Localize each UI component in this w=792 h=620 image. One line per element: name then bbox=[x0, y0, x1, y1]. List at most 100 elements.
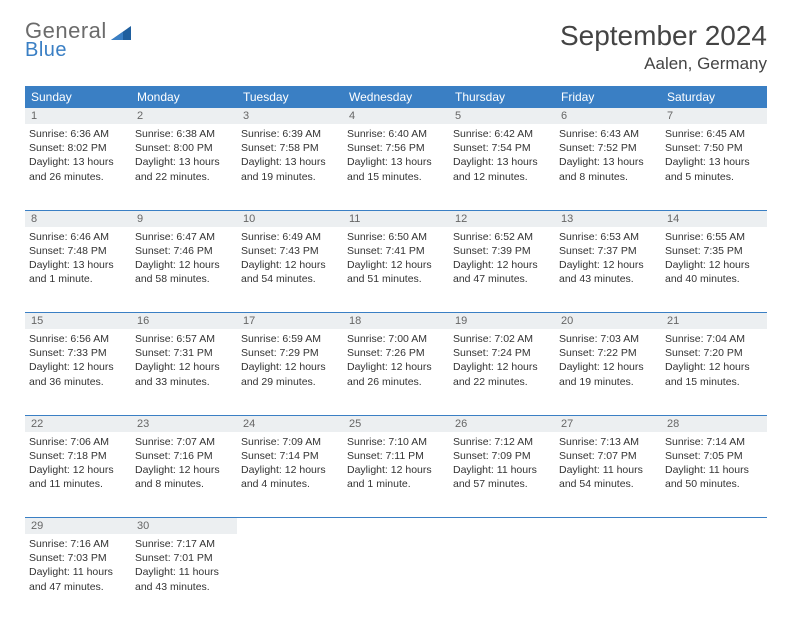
day-cell: Sunrise: 6:59 AMSunset: 7:29 PMDaylight:… bbox=[237, 329, 343, 415]
day-cell: Sunrise: 6:45 AMSunset: 7:50 PMDaylight:… bbox=[661, 124, 767, 210]
calendar-table: Sunday Monday Tuesday Wednesday Thursday… bbox=[25, 86, 767, 620]
day-cell: Sunrise: 6:40 AMSunset: 7:56 PMDaylight:… bbox=[343, 124, 449, 210]
day-number-cell: 25 bbox=[343, 415, 449, 432]
day-number-cell: 13 bbox=[555, 210, 661, 227]
day-cell bbox=[449, 534, 555, 620]
day-number-cell: 23 bbox=[131, 415, 237, 432]
day-number-cell: 12 bbox=[449, 210, 555, 227]
day-content: Sunrise: 7:14 AMSunset: 7:05 PMDaylight:… bbox=[665, 435, 763, 492]
day-content: Sunrise: 6:59 AMSunset: 7:29 PMDaylight:… bbox=[241, 332, 339, 389]
day-number-cell bbox=[237, 518, 343, 535]
day-cell: Sunrise: 7:13 AMSunset: 7:07 PMDaylight:… bbox=[555, 432, 661, 518]
day-number-cell: 5 bbox=[449, 108, 555, 124]
day-number-cell: 26 bbox=[449, 415, 555, 432]
day-cell bbox=[661, 534, 767, 620]
daynum-row: 15161718192021 bbox=[25, 313, 767, 330]
month-title: September 2024 bbox=[560, 20, 767, 52]
day-content: Sunrise: 6:36 AMSunset: 8:02 PMDaylight:… bbox=[29, 127, 127, 184]
logo: General Blue bbox=[25, 20, 135, 60]
day-number-cell: 21 bbox=[661, 313, 767, 330]
day-content: Sunrise: 6:43 AMSunset: 7:52 PMDaylight:… bbox=[559, 127, 657, 184]
day-content: Sunrise: 7:13 AMSunset: 7:07 PMDaylight:… bbox=[559, 435, 657, 492]
weekday-header: Saturday bbox=[661, 86, 767, 108]
week-row: Sunrise: 6:36 AMSunset: 8:02 PMDaylight:… bbox=[25, 124, 767, 210]
day-number-cell: 8 bbox=[25, 210, 131, 227]
day-cell: Sunrise: 6:55 AMSunset: 7:35 PMDaylight:… bbox=[661, 227, 767, 313]
day-content: Sunrise: 7:12 AMSunset: 7:09 PMDaylight:… bbox=[453, 435, 551, 492]
day-content: Sunrise: 6:50 AMSunset: 7:41 PMDaylight:… bbox=[347, 230, 445, 287]
day-content: Sunrise: 7:10 AMSunset: 7:11 PMDaylight:… bbox=[347, 435, 445, 492]
day-cell bbox=[237, 534, 343, 620]
day-number-cell: 10 bbox=[237, 210, 343, 227]
day-cell: Sunrise: 7:17 AMSunset: 7:01 PMDaylight:… bbox=[131, 534, 237, 620]
day-cell: Sunrise: 6:56 AMSunset: 7:33 PMDaylight:… bbox=[25, 329, 131, 415]
day-cell: Sunrise: 7:00 AMSunset: 7:26 PMDaylight:… bbox=[343, 329, 449, 415]
day-cell: Sunrise: 6:52 AMSunset: 7:39 PMDaylight:… bbox=[449, 227, 555, 313]
day-cell: Sunrise: 6:57 AMSunset: 7:31 PMDaylight:… bbox=[131, 329, 237, 415]
day-number-cell bbox=[343, 518, 449, 535]
day-cell: Sunrise: 6:53 AMSunset: 7:37 PMDaylight:… bbox=[555, 227, 661, 313]
weekday-header: Thursday bbox=[449, 86, 555, 108]
day-cell: Sunrise: 7:07 AMSunset: 7:16 PMDaylight:… bbox=[131, 432, 237, 518]
daynum-row: 2930 bbox=[25, 518, 767, 535]
weekday-header-row: Sunday Monday Tuesday Wednesday Thursday… bbox=[25, 86, 767, 108]
day-content: Sunrise: 6:56 AMSunset: 7:33 PMDaylight:… bbox=[29, 332, 127, 389]
day-number-cell: 4 bbox=[343, 108, 449, 124]
day-cell: Sunrise: 6:49 AMSunset: 7:43 PMDaylight:… bbox=[237, 227, 343, 313]
day-number-cell: 7 bbox=[661, 108, 767, 124]
day-number-cell: 2 bbox=[131, 108, 237, 124]
day-content: Sunrise: 6:52 AMSunset: 7:39 PMDaylight:… bbox=[453, 230, 551, 287]
day-cell: Sunrise: 7:09 AMSunset: 7:14 PMDaylight:… bbox=[237, 432, 343, 518]
day-cell: Sunrise: 6:36 AMSunset: 8:02 PMDaylight:… bbox=[25, 124, 131, 210]
location: Aalen, Germany bbox=[560, 54, 767, 74]
day-cell: Sunrise: 7:06 AMSunset: 7:18 PMDaylight:… bbox=[25, 432, 131, 518]
daynum-row: 891011121314 bbox=[25, 210, 767, 227]
daynum-row: 1234567 bbox=[25, 108, 767, 124]
day-cell: Sunrise: 7:10 AMSunset: 7:11 PMDaylight:… bbox=[343, 432, 449, 518]
day-cell: Sunrise: 7:12 AMSunset: 7:09 PMDaylight:… bbox=[449, 432, 555, 518]
day-number-cell: 19 bbox=[449, 313, 555, 330]
weekday-header: Friday bbox=[555, 86, 661, 108]
day-content: Sunrise: 7:02 AMSunset: 7:24 PMDaylight:… bbox=[453, 332, 551, 389]
day-cell: Sunrise: 6:38 AMSunset: 8:00 PMDaylight:… bbox=[131, 124, 237, 210]
day-number-cell: 29 bbox=[25, 518, 131, 535]
weekday-header: Sunday bbox=[25, 86, 131, 108]
week-row: Sunrise: 6:56 AMSunset: 7:33 PMDaylight:… bbox=[25, 329, 767, 415]
day-cell bbox=[343, 534, 449, 620]
weekday-header: Wednesday bbox=[343, 86, 449, 108]
day-content: Sunrise: 6:53 AMSunset: 7:37 PMDaylight:… bbox=[559, 230, 657, 287]
day-number-cell: 14 bbox=[661, 210, 767, 227]
day-number-cell: 28 bbox=[661, 415, 767, 432]
day-content: Sunrise: 6:55 AMSunset: 7:35 PMDaylight:… bbox=[665, 230, 763, 287]
day-content: Sunrise: 7:17 AMSunset: 7:01 PMDaylight:… bbox=[135, 537, 233, 594]
day-content: Sunrise: 7:03 AMSunset: 7:22 PMDaylight:… bbox=[559, 332, 657, 389]
day-content: Sunrise: 7:09 AMSunset: 7:14 PMDaylight:… bbox=[241, 435, 339, 492]
day-content: Sunrise: 6:46 AMSunset: 7:48 PMDaylight:… bbox=[29, 230, 127, 287]
day-number-cell: 15 bbox=[25, 313, 131, 330]
day-number-cell: 18 bbox=[343, 313, 449, 330]
logo-text-blue: Blue bbox=[25, 40, 107, 60]
day-content: Sunrise: 7:06 AMSunset: 7:18 PMDaylight:… bbox=[29, 435, 127, 492]
week-row: Sunrise: 6:46 AMSunset: 7:48 PMDaylight:… bbox=[25, 227, 767, 313]
day-number-cell bbox=[449, 518, 555, 535]
day-number-cell: 27 bbox=[555, 415, 661, 432]
day-content: Sunrise: 7:16 AMSunset: 7:03 PMDaylight:… bbox=[29, 537, 127, 594]
day-cell: Sunrise: 6:50 AMSunset: 7:41 PMDaylight:… bbox=[343, 227, 449, 313]
day-number-cell: 11 bbox=[343, 210, 449, 227]
week-row: Sunrise: 7:06 AMSunset: 7:18 PMDaylight:… bbox=[25, 432, 767, 518]
header: General Blue September 2024 Aalen, Germa… bbox=[25, 20, 767, 74]
title-block: September 2024 Aalen, Germany bbox=[560, 20, 767, 74]
daynum-row: 22232425262728 bbox=[25, 415, 767, 432]
day-cell: Sunrise: 6:42 AMSunset: 7:54 PMDaylight:… bbox=[449, 124, 555, 210]
day-number-cell: 9 bbox=[131, 210, 237, 227]
day-cell: Sunrise: 6:47 AMSunset: 7:46 PMDaylight:… bbox=[131, 227, 237, 313]
day-content: Sunrise: 6:57 AMSunset: 7:31 PMDaylight:… bbox=[135, 332, 233, 389]
day-number-cell: 6 bbox=[555, 108, 661, 124]
week-row: Sunrise: 7:16 AMSunset: 7:03 PMDaylight:… bbox=[25, 534, 767, 620]
weekday-header: Tuesday bbox=[237, 86, 343, 108]
day-cell bbox=[555, 534, 661, 620]
day-number-cell: 17 bbox=[237, 313, 343, 330]
day-cell: Sunrise: 7:04 AMSunset: 7:20 PMDaylight:… bbox=[661, 329, 767, 415]
day-number-cell: 30 bbox=[131, 518, 237, 535]
day-cell: Sunrise: 7:02 AMSunset: 7:24 PMDaylight:… bbox=[449, 329, 555, 415]
